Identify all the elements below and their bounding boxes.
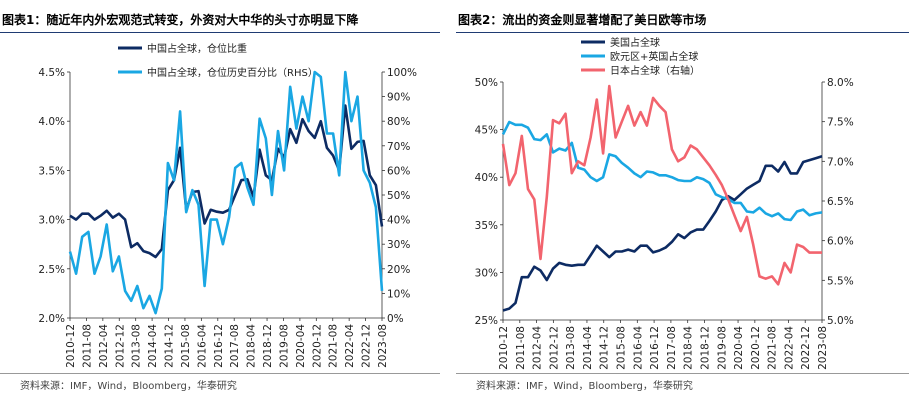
- right-left-tick-label: 45%: [475, 125, 498, 137]
- right-x-tick-label: 2016-12: [649, 326, 661, 370]
- left-source-divider: [0, 373, 440, 374]
- right-left-tick-label: 35%: [475, 220, 498, 232]
- right-left-tick-label: 40%: [475, 172, 498, 184]
- left-series-line-1: [68, 70, 384, 315]
- left-left-tick-label: 3.0%: [38, 215, 65, 227]
- right-legend-label-2: 日本占全球（右轴）: [610, 64, 700, 77]
- right-x-tick-label: 2014-12: [599, 326, 611, 370]
- left-right-tick-label: 90%: [387, 92, 410, 104]
- left-right-tick-label: 60%: [387, 165, 410, 177]
- left-x-tick-label: 2012-12: [114, 324, 126, 368]
- left-right-tick-label: 0%: [387, 313, 404, 325]
- left-chart-title: 图表1：随近年内外宏观范式转变，外资对大中华的头寸亦明显下降: [2, 13, 359, 27]
- left-right-tick-label: 30%: [387, 239, 410, 251]
- right-chart-panel: 图表2：流出的资金则显著增配了美日欧等市场 25% 30% 35% 40% 45% 50%…: [456, 0, 909, 410]
- right-left-tick-label: 50%: [475, 77, 498, 89]
- right-right-tick-label: 7.0%: [827, 156, 854, 168]
- right-left-tick-label: 30%: [475, 267, 498, 279]
- right-series-line-0: [502, 155, 823, 312]
- left-right-tick-label: 70%: [387, 141, 410, 153]
- left-x-tick-label: 2019-08: [278, 324, 290, 368]
- left-x-tick-label: 2018-12: [262, 324, 274, 368]
- left-chart-svg: 2.0% 2.5% 3.0% 3.5% 4.0% 4.5% 0% 10% 20% 30% 40% 50…: [38, 42, 417, 368]
- right-chart-svg: 25% 30% 35% 40% 45% 50% 5.0% 5.5% 6.0% 6.5% 7.0% 7.…: [475, 36, 854, 370]
- right-x-tick-label: 2019-08: [716, 326, 728, 370]
- right-source: 资料来源：IMF，Wind，Bloomberg，华泰研究: [476, 381, 693, 392]
- right-right-tick-label: 6.0%: [827, 236, 854, 248]
- left-chart-panel: 图表1：随近年内外宏观范式转变，外资对大中华的头寸亦明显下降 2.0% 2.5% 3…: [0, 0, 440, 410]
- left-legend-label-1: 中国占全球，仓位历史百分比（RHS）: [147, 66, 318, 79]
- left-x-tick-label: 2020-04: [295, 324, 307, 368]
- left-x-tick-label: 2012-04: [98, 324, 110, 368]
- left-x-tick-label: 2014-04: [147, 324, 159, 368]
- right-x-tick-label: 2016-04: [632, 326, 644, 370]
- right-x-tick-label: 2023-08: [817, 326, 829, 370]
- right-x-tick-label: 2014-04: [582, 326, 594, 370]
- right-right-tick-label: 8.0%: [827, 77, 854, 89]
- right-right-tick-label: 6.5%: [827, 196, 854, 208]
- right-x-tick-label: 2012-04: [532, 326, 544, 370]
- left-x-tick-label: 2011-08: [81, 324, 93, 368]
- right-x-tick-label: 2011-08: [515, 326, 527, 370]
- left-legend-label-0: 中国占全球，仓位比重: [147, 42, 247, 55]
- right-x-tick-label: 2010-12: [498, 326, 510, 370]
- right-series-line-2: [501, 84, 822, 286]
- left-right-tick-label: 20%: [387, 264, 410, 276]
- right-title-bar: 图表2：流出的资金则显著增配了美日欧等市场: [456, 8, 909, 33]
- left-x-tick-label: 2022-04: [344, 324, 356, 368]
- left-right-tick-label: 80%: [387, 116, 410, 128]
- right-x-tick-label: 2022-12: [800, 326, 812, 370]
- left-right-tick-label: 40%: [387, 215, 410, 227]
- left-x-tick-label: 2023-08: [377, 324, 389, 368]
- right-x-tick-label: 2013-08: [565, 326, 577, 370]
- left-x-tick-label: 2018-04: [246, 324, 258, 368]
- left-right-tick-label: 100%: [387, 67, 417, 79]
- left-left-tick-label: 4.5%: [38, 67, 65, 79]
- left-source: 资料来源：IMF，Wind，Bloomberg，华泰研究: [20, 381, 237, 392]
- right-x-tick-label: 2020-04: [733, 326, 745, 370]
- left-left-tick-label: 3.5%: [38, 165, 65, 177]
- left-right-tick-label: 10%: [387, 288, 410, 300]
- right-x-tick-label: 2015-08: [616, 326, 628, 370]
- left-right-tick-label: 50%: [387, 190, 410, 202]
- left-series-line-0: [69, 104, 384, 259]
- right-chart-title: 图表2：流出的资金则显著增配了美日欧等市场: [458, 13, 707, 27]
- left-x-tick-label: 2020-12: [311, 324, 323, 368]
- left-x-tick-label: 2016-12: [213, 324, 225, 368]
- right-x-tick-label: 2020-12: [750, 326, 762, 370]
- right-legend-label-0: 美国占全球: [610, 36, 660, 49]
- right-source-divider: [456, 373, 909, 374]
- right-right-tick-label: 7.5%: [827, 117, 854, 129]
- left-x-tick-label: 2013-08: [131, 324, 143, 368]
- right-right-tick-label: 5.5%: [827, 275, 854, 287]
- left-x-tick-label: 2021-08: [328, 324, 340, 368]
- right-right-tick-label: 5.0%: [827, 315, 854, 327]
- left-left-tick-label: 4.0%: [38, 116, 65, 128]
- right-legend-label-1: 欧元区+英国占全球: [610, 50, 698, 63]
- right-series-line-1: [501, 120, 823, 222]
- right-x-tick-label: 2018-04: [683, 326, 695, 370]
- right-left-tick-label: 25%: [475, 315, 498, 327]
- right-x-tick-label: 2012-12: [548, 326, 560, 370]
- left-x-tick-label: 2022-12: [361, 324, 373, 368]
- left-x-tick-label: 2017-08: [229, 324, 241, 368]
- right-x-tick-label: 2021-08: [767, 326, 779, 370]
- left-title-bar: 图表1：随近年内外宏观范式转变，外资对大中华的头寸亦明显下降: [0, 8, 440, 33]
- right-x-tick-label: 2018-12: [699, 326, 711, 370]
- right-x-tick-label: 2017-08: [666, 326, 678, 370]
- left-x-tick-label: 2010-12: [65, 324, 77, 368]
- left-left-tick-label: 2.0%: [38, 313, 65, 325]
- left-x-tick-label: 2015-08: [180, 324, 192, 368]
- left-left-tick-label: 2.5%: [38, 264, 65, 276]
- left-x-tick-label: 2014-12: [164, 324, 176, 368]
- left-x-tick-label: 2016-04: [196, 324, 208, 368]
- right-x-tick-label: 2022-04: [783, 326, 795, 370]
